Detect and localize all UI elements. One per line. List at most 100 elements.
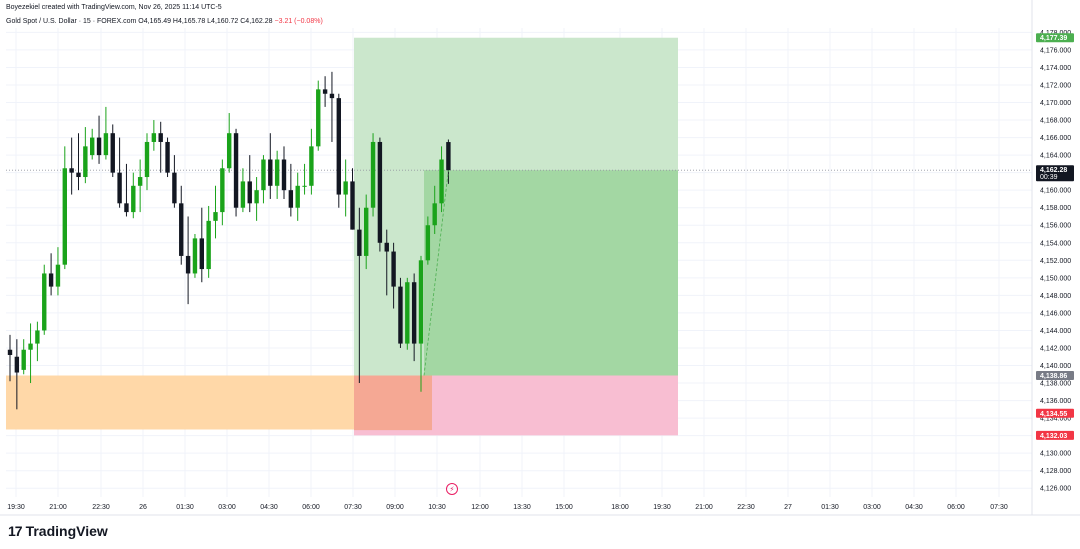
candle-body bbox=[405, 282, 410, 344]
time-tick-label: 06:00 bbox=[947, 504, 965, 511]
candle-body bbox=[247, 181, 252, 204]
price-tick-label: 4,156.000 bbox=[1040, 223, 1071, 230]
candle-body bbox=[103, 133, 109, 156]
price-label-box bbox=[1036, 370, 1074, 380]
long-position-overlap-area bbox=[354, 375, 432, 431]
chart-legend: Gold Spot / U.S. Dollar · 15 · FOREX.com… bbox=[6, 18, 323, 25]
time-tick-label: 19:30 bbox=[653, 504, 671, 511]
time-tick-label: 15:00 bbox=[555, 504, 573, 511]
candle-body bbox=[83, 146, 88, 178]
candle-body bbox=[281, 159, 287, 191]
candle-body bbox=[96, 137, 102, 156]
price-tick-label: 4,146.000 bbox=[1040, 310, 1071, 317]
candle-body bbox=[336, 98, 341, 195]
price-tick-label: 4,136.000 bbox=[1040, 398, 1071, 405]
candle-body bbox=[28, 343, 33, 350]
price-tick-label: 4,154.000 bbox=[1040, 240, 1071, 247]
symbol-name[interactable]: Gold Spot / U.S. Dollar · 15 · FOREX.com bbox=[6, 18, 137, 25]
time-tick-label: 04:30 bbox=[260, 504, 278, 511]
brand-name: TradingView bbox=[25, 523, 108, 539]
candle-body bbox=[322, 89, 328, 94]
candle-body bbox=[62, 168, 67, 265]
price-label-text: 4,177.39 bbox=[1040, 35, 1067, 42]
position-trend-line bbox=[423, 170, 449, 376]
candle-body bbox=[274, 159, 280, 186]
price-tick-label: 4,176.000 bbox=[1040, 47, 1071, 54]
price-label-text: 4,132.03 bbox=[1040, 433, 1067, 440]
price-tick-label: 4,144.000 bbox=[1040, 328, 1071, 335]
candle-body bbox=[185, 255, 191, 274]
candle-body bbox=[329, 93, 335, 99]
candle-body bbox=[131, 185, 136, 213]
ohlc-values: O4,165.49 H4,165.78 L4,160.72 C4,162.28 bbox=[138, 18, 273, 25]
candle-body bbox=[213, 212, 218, 221]
candle-body bbox=[137, 177, 143, 186]
price-tick-label: 4,128.000 bbox=[1040, 468, 1071, 475]
candle-body bbox=[391, 251, 396, 287]
candle-body bbox=[206, 220, 211, 270]
price-label-text: 4,162.28 bbox=[1040, 167, 1067, 174]
candle-body bbox=[357, 229, 362, 256]
candle-body bbox=[288, 190, 294, 208]
price-tick-label: 4,142.000 bbox=[1040, 345, 1071, 352]
time-tick-label: 26 bbox=[139, 504, 147, 511]
candle-body bbox=[316, 89, 321, 147]
time-tick-label: 21:00 bbox=[695, 504, 713, 511]
tradingview-brand: 17 TradingView bbox=[8, 523, 108, 539]
candle-body bbox=[268, 159, 273, 186]
candle-body bbox=[364, 207, 369, 256]
candle-body bbox=[76, 172, 81, 178]
price-tick-label: 4,166.000 bbox=[1040, 135, 1071, 142]
candle-body bbox=[192, 238, 198, 274]
candle-body bbox=[343, 181, 348, 195]
time-tick-label: 01:30 bbox=[176, 504, 194, 511]
price-label-box bbox=[1036, 33, 1074, 43]
candle-body bbox=[295, 185, 300, 208]
candle-body bbox=[370, 141, 376, 208]
time-tick-label: 07:30 bbox=[344, 504, 362, 511]
candle-body bbox=[350, 181, 355, 230]
time-tick-label: 01:30 bbox=[821, 504, 839, 511]
event-icon bbox=[446, 483, 458, 495]
time-tick-label: 09:00 bbox=[386, 504, 404, 511]
candle-body bbox=[7, 349, 13, 355]
price-label-box bbox=[1036, 408, 1074, 418]
candle-body bbox=[199, 238, 204, 270]
candle-body bbox=[179, 203, 184, 256]
candle-body bbox=[425, 225, 431, 261]
candle-body bbox=[418, 260, 424, 344]
countdown-label: 00:39 bbox=[1040, 174, 1058, 181]
time-tick-label: 22:30 bbox=[737, 504, 755, 511]
price-tick-label: 4,160.000 bbox=[1040, 188, 1071, 195]
candle-body bbox=[254, 190, 259, 204]
time-tick-label: 22:30 bbox=[92, 504, 110, 511]
candle-body bbox=[227, 133, 232, 169]
price-tick-label: 4,172.000 bbox=[1040, 82, 1071, 89]
candle-body bbox=[240, 181, 246, 208]
candle-body bbox=[233, 133, 239, 208]
price-tick-label: 4,134.000 bbox=[1040, 416, 1071, 423]
candle-body bbox=[165, 141, 170, 173]
candle-body bbox=[377, 141, 383, 243]
price-tick-label: 4,150.000 bbox=[1040, 275, 1071, 282]
time-tick-label: 18:00 bbox=[611, 504, 629, 511]
candle-body bbox=[220, 168, 225, 213]
time-tick-label: 13:30 bbox=[513, 504, 531, 511]
price-label-box bbox=[1036, 165, 1074, 182]
candle-body bbox=[55, 264, 61, 287]
time-tick-label: 03:00 bbox=[863, 504, 881, 511]
chart-attribution: Boyezekiel created with TradingView.com,… bbox=[6, 4, 222, 11]
candle-body bbox=[35, 330, 40, 344]
time-tick-label: 03:00 bbox=[218, 504, 236, 511]
price-tick-label: 4,168.000 bbox=[1040, 118, 1071, 125]
time-tick-label: 07:30 bbox=[990, 504, 1008, 511]
supply-demand-zone bbox=[6, 375, 355, 430]
time-tick-label: 04:30 bbox=[905, 504, 923, 511]
price-tick-label: 4,138.000 bbox=[1040, 381, 1071, 388]
candle-body bbox=[432, 203, 437, 226]
candle-body bbox=[446, 142, 451, 171]
candle-body bbox=[144, 141, 150, 178]
price-label-box bbox=[1036, 430, 1074, 440]
candle-body bbox=[158, 133, 163, 142]
